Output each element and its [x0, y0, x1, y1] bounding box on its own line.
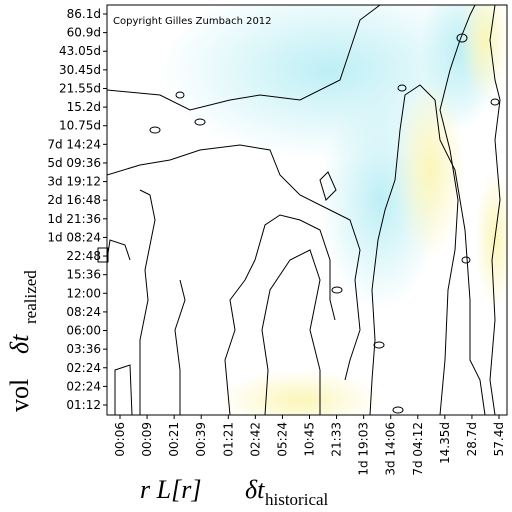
y-tick-label: 86.1d [67, 7, 101, 21]
y-tick-label: 10.75d [59, 119, 101, 133]
y-tick-label: 15:36 [66, 268, 101, 282]
x-tick-label: 21:33 [330, 422, 344, 457]
y-axis-title: vol δt realized [5, 270, 40, 412]
x-tick-label: 3d 14:06 [384, 422, 398, 476]
x-axis-label: r L[r] [140, 475, 201, 504]
y-tick-label: 3d 19:12 [47, 175, 101, 189]
y-axis-subscript: realized [21, 270, 40, 324]
y-tick-label: 30.45d [59, 63, 101, 77]
y-axis-label: vol [5, 379, 34, 412]
x-tick-label: 10:45 [303, 422, 317, 457]
x-axis-subscript: historical [265, 490, 329, 509]
y-tick-label: 01:12 [66, 398, 101, 412]
x-axis-title: r L[r] δt historical [140, 475, 329, 509]
y-tick-label: 02:24 [66, 361, 101, 375]
x-tick-label: 7d 04:12 [411, 422, 425, 476]
y-tick-label: 2d 16:48 [47, 193, 101, 207]
watermark: Copyright Gilles Zumbach 2012 [113, 16, 272, 27]
heatmap-field [107, 5, 507, 415]
y-tick-label: 15.2d [67, 100, 101, 114]
frame-notch [97, 247, 109, 263]
x-axis-symbol: δt [245, 475, 265, 504]
x-tick-label: 02:42 [248, 422, 262, 457]
x-tick-label: 14.35d [438, 422, 452, 464]
y-tick-label: 03:36 [66, 342, 101, 356]
x-tick-label: 00:06 [113, 422, 127, 457]
y-tick-label: 43.05d [59, 44, 101, 58]
x-tick-label: 00:21 [167, 422, 181, 457]
y-tick-label: 12:00 [66, 286, 101, 300]
x-tick-label: 57.4d [492, 422, 506, 456]
y-axis-symbol: δt [5, 334, 34, 354]
plot-frame [106, 4, 508, 416]
x-tick-label: 28.7d [465, 422, 479, 456]
y-tick-label: 60.9d [67, 26, 101, 40]
y-tick-label: 7d 14:24 [47, 137, 101, 151]
y-tick-label: 02:24 [66, 379, 101, 393]
y-tick-label: 21.55d [59, 81, 101, 95]
y-ticks: 86.1d 60.9d 43.05d 30.45d 21.55d 15.2d 10.75d 7… [47, 7, 107, 412]
y-tick-label: 06:00 [66, 324, 101, 338]
x-tick-label: 01:21 [221, 422, 235, 457]
x-tick-label: 00:39 [194, 422, 208, 457]
y-tick-label: 22:48 [66, 249, 101, 263]
y-tick-label: 08:24 [66, 305, 101, 319]
y-tick-label: 1d 08:24 [47, 230, 101, 244]
x-ticks: 00:06 00:09 00:21 00:39 01:21 02:42 05:24 10:45… [113, 415, 506, 476]
y-tick-label: 1d 21:36 [47, 212, 101, 226]
x-tick-label: 05:24 [275, 422, 289, 457]
y-tick-label: 5d 09:36 [47, 156, 101, 170]
x-tick-label: 1d 19:03 [357, 422, 371, 476]
x-tick-label: 00:09 [140, 422, 154, 457]
